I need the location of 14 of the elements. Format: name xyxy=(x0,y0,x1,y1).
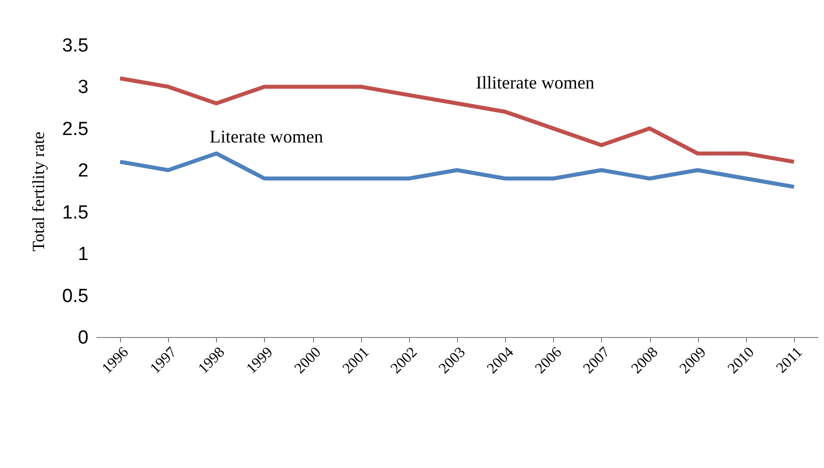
y-tick-label: 2 xyxy=(78,160,88,182)
series-label: Literate women xyxy=(210,126,324,146)
y-tick-label: 3.5 xyxy=(62,36,88,56)
y-tick-label: 1.5 xyxy=(62,202,88,224)
series-label: Illiterate women xyxy=(476,72,594,93)
y-tick-label: 3 xyxy=(78,77,88,98)
y-tick-label: 0.5 xyxy=(62,286,88,307)
line-series xyxy=(118,76,796,164)
y-tick-label: 2.5 xyxy=(62,118,88,140)
y-axis-title: Total fertility rate xyxy=(29,132,48,252)
y-tick-label: 0 xyxy=(78,328,88,348)
line-series xyxy=(118,151,796,189)
y-tick-label: 1 xyxy=(78,244,88,266)
x-tick-label: 2011 xyxy=(774,344,806,377)
